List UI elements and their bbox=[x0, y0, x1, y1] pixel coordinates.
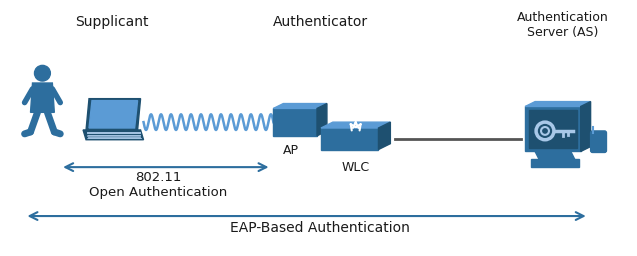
Text: 802.11
Open Authentication: 802.11 Open Authentication bbox=[89, 171, 227, 199]
Polygon shape bbox=[273, 109, 317, 136]
Text: Authenticator: Authenticator bbox=[273, 15, 368, 28]
Text: EAP-Based Authentication: EAP-Based Authentication bbox=[230, 221, 410, 235]
Circle shape bbox=[34, 65, 50, 81]
Polygon shape bbox=[83, 130, 143, 140]
Polygon shape bbox=[317, 103, 327, 136]
Polygon shape bbox=[529, 110, 576, 147]
Text: Authentication
Server (AS): Authentication Server (AS) bbox=[517, 10, 609, 39]
Polygon shape bbox=[31, 83, 54, 112]
Polygon shape bbox=[321, 128, 378, 150]
Polygon shape bbox=[535, 152, 575, 159]
Text: AP: AP bbox=[283, 144, 299, 157]
Polygon shape bbox=[525, 106, 581, 152]
FancyBboxPatch shape bbox=[590, 131, 606, 153]
Polygon shape bbox=[321, 122, 390, 128]
Polygon shape bbox=[581, 102, 590, 152]
Text: WLC: WLC bbox=[341, 161, 369, 174]
Polygon shape bbox=[86, 99, 141, 130]
Polygon shape bbox=[525, 102, 590, 106]
Polygon shape bbox=[378, 122, 390, 150]
Text: Supplicant: Supplicant bbox=[75, 15, 148, 28]
Polygon shape bbox=[273, 103, 327, 109]
Polygon shape bbox=[89, 101, 138, 128]
Polygon shape bbox=[531, 159, 578, 167]
